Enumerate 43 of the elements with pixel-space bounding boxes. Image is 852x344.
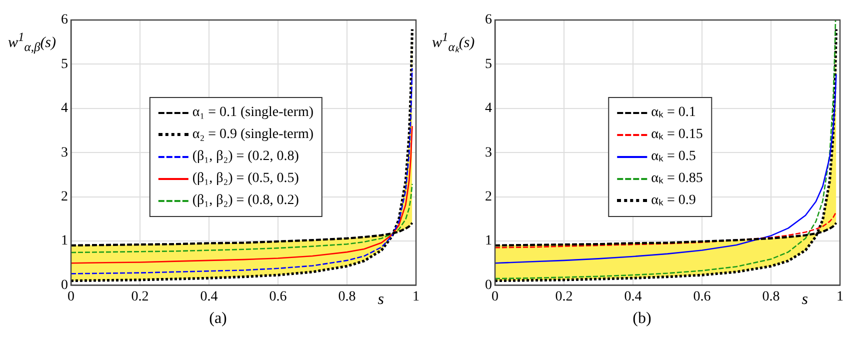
x-axis-title: s bbox=[802, 291, 808, 308]
legend-label: (β₁, β₂) = (0.5, 0.5) bbox=[192, 170, 299, 188]
y-axis-title: w$^{1}$$_{α,β}$(s) bbox=[8, 29, 56, 56]
x-tick-label: 0.4 bbox=[200, 289, 218, 304]
legend-label: αₖ = 0.9 bbox=[651, 192, 696, 210]
legend-label: (β₁, β₂) = (0.8, 0.2) bbox=[192, 192, 299, 210]
y-tick-label: 6 bbox=[61, 12, 68, 28]
legend-label: α₁ = 0.1 (single-term) bbox=[192, 104, 314, 122]
x-tick-label: 0.4 bbox=[624, 289, 642, 304]
legend-label: (β₁, β₂) = (0.2, 0.8) bbox=[192, 148, 299, 166]
y-tick-label: 5 bbox=[61, 56, 68, 72]
y-tick-label: 1 bbox=[485, 234, 492, 249]
y-tick-label: 0 bbox=[485, 278, 492, 293]
legend-label: αₖ = 0.1 bbox=[651, 104, 696, 122]
y-tick-label: 5 bbox=[485, 56, 492, 72]
legend-label: α₂ = 0.9 (single-term) bbox=[192, 126, 314, 144]
y-tick-label: 2 bbox=[485, 189, 492, 204]
x-tick-label: 0.6 bbox=[269, 289, 287, 304]
x-tick-label: 0.2 bbox=[555, 289, 573, 304]
x-tick-label: 0.8 bbox=[762, 289, 780, 304]
x-axis-title: s bbox=[378, 291, 384, 308]
legend-label: αₖ = 0.15 bbox=[651, 126, 703, 144]
y-tick-label: 2 bbox=[61, 189, 68, 204]
y-tick-label: 1 bbox=[61, 234, 68, 249]
line-series bbox=[71, 68, 413, 274]
y-tick-label: 4 bbox=[61, 101, 68, 116]
text: (a) bbox=[208, 310, 228, 328]
y-axis-title: w$^{1}$$_{αₖ}$(s) bbox=[432, 29, 475, 56]
x-tick-label: 0.2 bbox=[131, 289, 149, 304]
text: (b) bbox=[632, 310, 652, 328]
y-tick-label: 6 bbox=[485, 12, 492, 28]
x-tick-label: 0.8 bbox=[338, 289, 356, 304]
x-tick-label: 1 bbox=[412, 289, 420, 304]
legend-label: αₖ = 0.5 bbox=[651, 148, 696, 166]
y-tick-label: 3 bbox=[485, 145, 492, 160]
line-series bbox=[495, 210, 837, 248]
y-tick-label: 3 bbox=[61, 145, 68, 160]
x-tick-label: 1 bbox=[836, 289, 844, 304]
line-series bbox=[71, 183, 413, 254]
legend-label: αₖ = 0.85 bbox=[651, 170, 703, 188]
y-tick-label: 0 bbox=[61, 278, 68, 293]
y-tick-label: 4 bbox=[485, 101, 492, 116]
x-tick-label: 0.6 bbox=[693, 289, 711, 304]
